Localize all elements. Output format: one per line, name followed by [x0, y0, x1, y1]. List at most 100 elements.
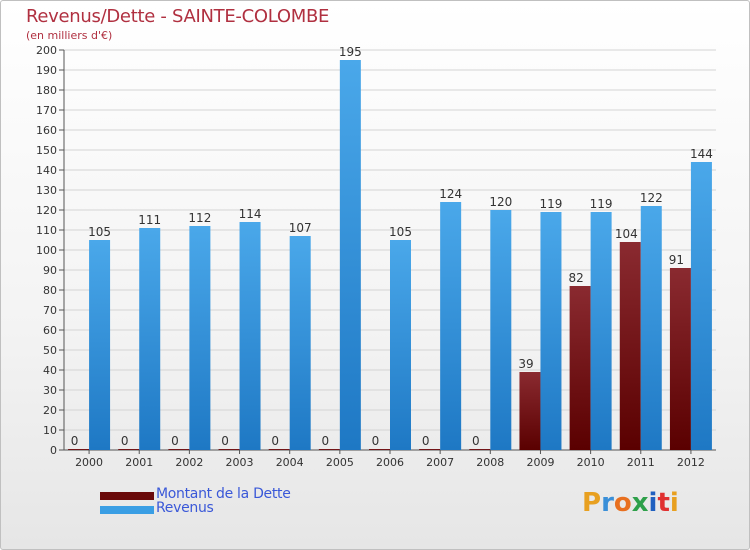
x-tick-label: 2012: [677, 456, 705, 469]
data-label-dette-2008: 0: [472, 434, 480, 448]
data-label-dette-2012: 91: [669, 253, 684, 267]
logo-letter: o: [613, 488, 632, 518]
bar-dette-2000: [68, 449, 90, 450]
bar-revenus-2006: [390, 240, 411, 450]
bar-revenus-2011: [640, 206, 662, 450]
chart-subtitle: (en milliers d'€): [26, 29, 113, 42]
y-tick-label: 130: [36, 184, 57, 197]
data-label-revenus-2003: 114: [239, 207, 262, 221]
data-label-revenus-2010: 119: [590, 197, 613, 211]
bar-dette-2006: [369, 449, 390, 450]
data-label-revenus-2012: 144: [690, 147, 713, 161]
data-label-dette-2006: 0: [372, 434, 380, 448]
data-label-dette-2000: 0: [71, 434, 79, 448]
legend-label-dette: Montant de la Dette: [156, 486, 291, 502]
bar-dette-2003: [218, 449, 240, 450]
data-label-revenus-2001: 111: [138, 213, 161, 227]
data-label-revenus-2005: 195: [339, 45, 362, 59]
bar-revenus-2000: [89, 240, 111, 450]
data-label-revenus-2006: 105: [389, 225, 412, 239]
data-label-dette-2011: 104: [615, 227, 638, 241]
data-label-revenus-2008: 120: [489, 195, 512, 209]
data-label-dette-2001: 0: [121, 434, 129, 448]
bar-dette-2009: [519, 372, 541, 450]
y-tick-label: 190: [36, 64, 57, 77]
y-tick-label: 30: [43, 384, 57, 397]
data-label-dette-2003: 0: [221, 434, 229, 448]
bar-revenus-2012: [690, 162, 712, 450]
data-label-revenus-2000: 105: [88, 225, 111, 239]
data-label-dette-2010: 82: [568, 271, 583, 285]
x-tick-label: 2002: [175, 456, 203, 469]
data-label-dette-2005: 0: [322, 434, 330, 448]
y-tick-label: 150: [36, 144, 57, 157]
x-tick-label: 2004: [276, 456, 304, 469]
bar-revenus-2004: [289, 236, 311, 450]
logo-letter: x: [631, 488, 649, 518]
bar-revenus-2005: [339, 60, 361, 450]
bar-dette-2010: [569, 286, 591, 450]
bar-dette-2001: [118, 449, 140, 450]
bar-revenus-2007: [440, 202, 462, 450]
legend-swatch-dette: [100, 492, 154, 500]
y-tick-label: 20: [43, 404, 57, 417]
y-tick-label: 40: [43, 364, 57, 377]
bar-dette-2002: [168, 449, 190, 450]
data-label-revenus-2002: 112: [188, 211, 211, 225]
data-label-revenus-2004: 107: [289, 221, 312, 235]
data-label-dette-2004: 0: [271, 434, 279, 448]
y-tick-label: 140: [36, 164, 57, 177]
data-label-revenus-2007: 124: [439, 187, 462, 201]
data-label-revenus-2011: 122: [640, 191, 663, 205]
bar-revenus-2010: [590, 212, 612, 450]
y-tick-label: 200: [36, 44, 57, 57]
x-tick-label: 2007: [426, 456, 454, 469]
bar-revenus-2008: [490, 210, 512, 450]
data-label-revenus-2009: 119: [540, 197, 563, 211]
bar-revenus-2003: [239, 222, 261, 450]
y-tick-label: 160: [36, 124, 57, 137]
x-tick-label: 2003: [226, 456, 254, 469]
bar-revenus-2002: [189, 226, 211, 450]
bar-dette-2004: [268, 449, 290, 450]
y-tick-label: 180: [36, 84, 57, 97]
logo-letter: i: [648, 488, 658, 518]
y-tick-label: 120: [36, 204, 57, 217]
logo-letter: r: [601, 488, 614, 518]
logo-letter: t: [657, 488, 670, 518]
y-tick-label: 0: [50, 444, 57, 457]
bar-dette-2012: [669, 268, 691, 450]
chart-title: Revenus/Dette - SAINTE-COLOMBE: [26, 6, 330, 27]
y-tick-label: 60: [43, 324, 57, 337]
y-tick-label: 100: [36, 244, 57, 257]
data-label-dette-2002: 0: [171, 434, 179, 448]
legend-label-revenus: Revenus: [156, 500, 214, 516]
y-tick-label: 90: [43, 264, 57, 277]
y-tick-label: 50: [43, 344, 57, 357]
y-tick-label: 110: [36, 224, 57, 237]
y-tick-label: 80: [43, 284, 57, 297]
y-tick-label: 70: [43, 304, 57, 317]
bar-revenus-2001: [139, 228, 161, 450]
logo-letter: i: [669, 488, 679, 518]
bar-dette-2007: [419, 449, 441, 450]
x-tick-label: 2009: [526, 456, 554, 469]
proxiti-logo: Proxiti: [582, 488, 679, 518]
y-tick-label: 10: [43, 424, 57, 437]
x-tick-label: 2005: [326, 456, 354, 469]
logo-letter: P: [582, 488, 602, 518]
bar-revenus-2009: [540, 212, 562, 450]
data-label-dette-2009: 39: [518, 357, 533, 371]
bar-dette-2008: [469, 449, 491, 450]
x-tick-label: 2011: [627, 456, 655, 469]
x-tick-label: 2001: [125, 456, 153, 469]
legend-swatch-revenus: [100, 506, 154, 514]
x-tick-label: 2006: [376, 456, 404, 469]
x-tick-label: 2010: [577, 456, 605, 469]
x-tick-label: 2000: [75, 456, 103, 469]
bar-dette-2005: [318, 449, 340, 450]
x-tick-label: 2008: [476, 456, 504, 469]
data-label-dette-2007: 0: [422, 434, 430, 448]
bar-dette-2011: [619, 242, 641, 450]
